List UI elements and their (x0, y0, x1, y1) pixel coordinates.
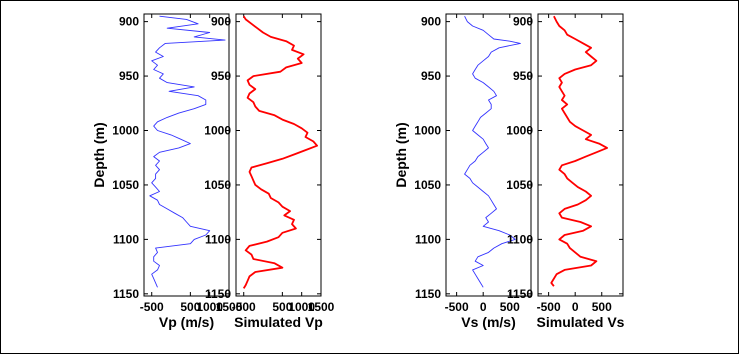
x-tick-label: 1000 (196, 300, 223, 314)
y-tick-label: 1150 (415, 287, 441, 301)
x-tick-label: 1000 (288, 300, 315, 314)
y-axis-title: Depth (m) (393, 122, 409, 187)
y-tick-label: 950 (421, 69, 441, 83)
y-tick-label: 1050 (506, 178, 533, 192)
x-axis-title: Vp (m/s) (159, 314, 214, 330)
x-tick-label: -500 (140, 300, 164, 314)
x-tick-label: 500 (272, 300, 292, 314)
y-tick-label: 1000 (414, 124, 441, 138)
x-tick-label: 1500 (308, 300, 335, 314)
y-tick-label: 1150 (113, 287, 139, 301)
series-line-4 (550, 15, 608, 287)
y-tick-label: 1150 (507, 287, 533, 301)
y-tick-label: 950 (119, 69, 139, 83)
x-tick-label: 500 (500, 300, 520, 314)
y-tick-label: 1100 (507, 232, 533, 246)
y-tick-label: 1000 (506, 124, 533, 138)
y-tick-label: 1000 (112, 124, 139, 138)
series-line-1 (149, 15, 226, 288)
y-tick-label: 900 (211, 15, 231, 29)
x-tick-label: -500 (445, 300, 469, 314)
series-line-3 (464, 15, 521, 288)
x-tick-label: 0 (572, 300, 579, 314)
y-tick-label: 1150 (205, 287, 231, 301)
axes-frame-4 (537, 13, 624, 297)
axes-frame-3 (445, 13, 532, 297)
y-tick-label: 950 (513, 69, 533, 83)
x-axis-title: Simulated Vp (234, 314, 323, 330)
y-tick-label: 1100 (205, 232, 231, 246)
y-tick-label: 950 (211, 69, 231, 83)
x-tick-label: 500 (180, 300, 200, 314)
y-tick-label: 1100 (415, 232, 441, 246)
series-line-2 (242, 15, 319, 289)
y-tick-label: 1050 (204, 178, 231, 192)
x-axis-title: Simulated Vs (537, 314, 625, 330)
x-tick-label: -500 (537, 300, 561, 314)
axes-frame-1 (143, 13, 230, 297)
x-tick-label: -500 (232, 300, 256, 314)
axes-frame-2 (235, 13, 322, 297)
y-tick-label: 1050 (112, 178, 139, 192)
x-tick-label: 0 (480, 300, 487, 314)
y-tick-label: 1000 (204, 124, 231, 138)
x-tick-label: 1500 (216, 300, 243, 314)
y-tick-label: 900 (421, 15, 441, 29)
y-tick-label: 900 (513, 15, 533, 29)
y-tick-label: 900 (119, 15, 139, 29)
x-tick-label: 500 (592, 300, 612, 314)
x-axis-title: Vs (m/s) (461, 314, 515, 330)
y-axis-title: Depth (m) (91, 122, 107, 187)
y-tick-label: 1050 (414, 178, 441, 192)
y-tick-label: 1100 (113, 232, 139, 246)
